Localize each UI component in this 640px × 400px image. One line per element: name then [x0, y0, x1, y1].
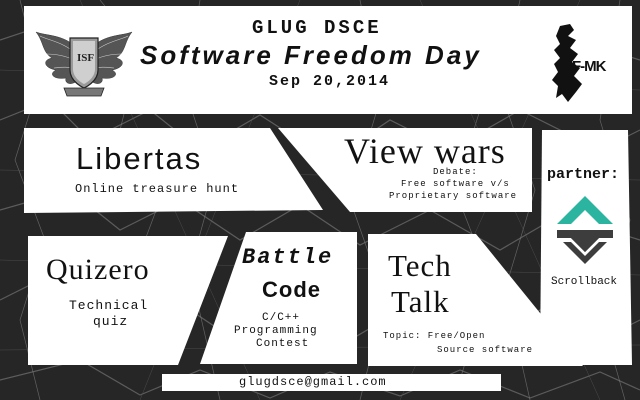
contact-email: glugdsce@gmail.com [239, 375, 387, 389]
fsmk-logo-text: F-MK [572, 58, 606, 75]
isf-logo-text: ISF [77, 52, 95, 64]
techtalk-title-2: Talk [391, 284, 450, 319]
techtalk-title-1: Tech [388, 248, 452, 283]
battlecode-desc-1: C/C++ [262, 312, 301, 324]
header-panel [24, 6, 632, 114]
isf-logo: ISF [34, 24, 134, 104]
quizero-desc-2: quiz [93, 314, 129, 329]
org-name: GLUG DSCE [252, 17, 382, 39]
battlecode-desc-3: Contest [256, 338, 310, 350]
libertas-desc: Online treasure hunt [75, 182, 240, 196]
viewwars-title: View wars [344, 131, 506, 171]
scrollback-logo-icon [557, 196, 613, 264]
techtalk-desc-2: Source software [437, 345, 534, 355]
winged-shield-logo-icon [35, 31, 133, 97]
battlecode-desc-2: Programming [234, 325, 318, 337]
quizero-desc-1: Technical [69, 298, 149, 313]
quizero-panel [28, 236, 228, 365]
event-date: Sep 20,2014 [269, 73, 391, 90]
libertas-panel [24, 128, 323, 213]
viewwars-panel [278, 128, 532, 212]
scrollback-logo [555, 194, 615, 266]
partner-name: Scrollback [551, 276, 618, 288]
quizero-title: Quizero [46, 253, 150, 286]
battlecode-title-2: Code [262, 277, 321, 302]
page-title: Software Freedom Day [140, 40, 482, 70]
techtalk-desc-1: Topic: Free/Open [383, 331, 486, 341]
battlecode-panel [200, 232, 357, 364]
karnataka-map-logo-icon [552, 24, 582, 102]
partner-label: partner: [547, 166, 620, 183]
viewwars-desc-1: Debate: [433, 167, 478, 177]
email-panel [162, 374, 501, 391]
techtalk-panel [368, 234, 583, 366]
libertas-title: Libertas [76, 141, 203, 176]
viewwars-desc-3: Proprietary software [389, 191, 518, 201]
fsmk-logo: F-MK [548, 22, 626, 106]
battlecode-title-1: Battle [242, 245, 334, 270]
viewwars-desc-2: Free software v/s [401, 179, 510, 189]
